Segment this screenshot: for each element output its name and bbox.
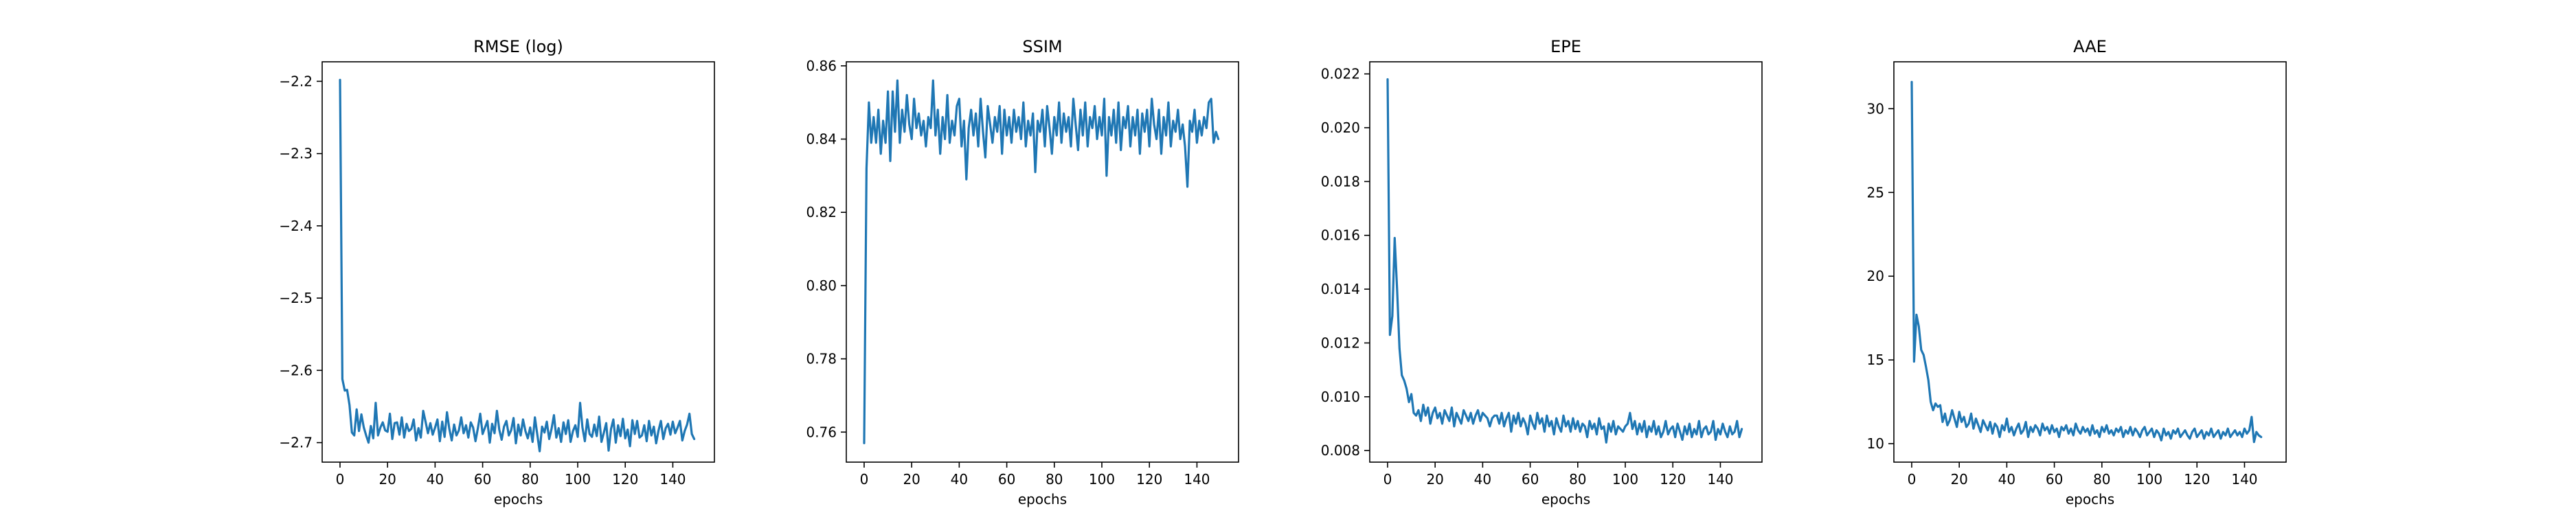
y-tick-label: 0.014: [1321, 281, 1360, 297]
x-tick-label: 100: [1612, 471, 1638, 488]
x-axis-label: epochs: [1018, 491, 1067, 507]
series-line: [1910, 80, 2263, 444]
y-tick-label: 10: [1867, 435, 1884, 452]
chart-rmse-log: RMSE (log) epochs 0 20 40 60 80 100 120 140 −2.2…: [279, 37, 715, 507]
y-tick-label: 20: [1867, 268, 1884, 284]
x-tick-label: 40: [951, 471, 968, 488]
x-tick-label: 40: [1998, 471, 2015, 488]
chart-title: EPE: [1550, 37, 1581, 56]
x-tick-label: 20: [1426, 471, 1443, 488]
series-line: [339, 78, 696, 453]
x-tick-label: 140: [2231, 471, 2257, 488]
x-tick-label: 140: [1184, 471, 1210, 488]
x-tick-label: 20: [1950, 471, 1967, 488]
y-tick-label: 0.84: [806, 131, 837, 148]
x-tick-label: 140: [659, 471, 686, 488]
y-tick-label: 30: [1867, 100, 1884, 117]
x-tick-label: 100: [1089, 471, 1115, 488]
y-tick-label: −2.3: [279, 146, 313, 162]
chart-ssim: SSIM epochs 0 20 40 60 80 100 120 140 0.76 0.78 0.…: [806, 37, 1239, 507]
x-tick-label: 120: [1136, 471, 1162, 488]
x-tick-label: 100: [2136, 471, 2162, 488]
y-tick-label: 0.82: [806, 204, 837, 220]
plot-frame: [1369, 61, 1763, 463]
y-tick-label: 0.012: [1321, 334, 1360, 351]
x-tick-label: 40: [427, 471, 444, 488]
y-tick-label: 0.022: [1321, 66, 1360, 82]
x-tick-label: 80: [521, 471, 539, 488]
y-tick-label: 0.76: [806, 424, 837, 440]
y-tick-label: 0.86: [806, 58, 837, 74]
x-tick-label: 40: [1474, 471, 1491, 488]
y-tick-label: 0.008: [1321, 442, 1360, 459]
y-tick-label: −2.6: [279, 362, 313, 378]
x-axis-label: epochs: [1541, 491, 1590, 507]
x-tick-label: 80: [1046, 471, 1063, 488]
x-tick-label: 140: [1707, 471, 1733, 488]
x-tick-label: 20: [379, 471, 396, 488]
y-tick-label: −2.5: [279, 290, 313, 306]
y-tick-label: 25: [1867, 184, 1884, 201]
y-tick-label: 0.018: [1321, 173, 1360, 190]
x-tick-label: 120: [612, 471, 638, 488]
chart-title: SSIM: [1022, 37, 1062, 56]
x-tick-label: 0: [1383, 471, 1392, 488]
x-tick-label: 120: [2184, 471, 2210, 488]
y-tick-label: 0.010: [1321, 389, 1360, 405]
chart-title: RMSE (log): [473, 37, 563, 56]
plot-frame: [321, 61, 715, 463]
series-line: [863, 79, 1220, 444]
chart-aae: AAE epochs 0 20 40 60 80 100 120 140 10 15 20 25 30: [1867, 37, 2287, 507]
x-axis-label: epochs: [494, 491, 543, 507]
chart-title: AAE: [2073, 37, 2107, 56]
y-tick-label: −2.4: [279, 218, 313, 234]
x-tick-label: 60: [474, 471, 491, 488]
y-tick-label: 0.78: [806, 351, 837, 367]
x-tick-label: 120: [1660, 471, 1686, 488]
y-tick-label: 15: [1867, 352, 1884, 368]
x-axis-label: epochs: [2066, 491, 2114, 507]
y-tick-label: 0.016: [1321, 227, 1360, 244]
y-tick-label: −2.7: [279, 435, 313, 451]
x-tick-label: 80: [1569, 471, 1586, 488]
x-tick-label: 60: [1522, 471, 1539, 488]
x-tick-label: 0: [1908, 471, 1917, 488]
x-tick-label: 0: [336, 471, 345, 488]
series-line: [1386, 78, 1743, 444]
y-tick-label: 0.80: [806, 277, 837, 294]
x-tick-label: 100: [565, 471, 591, 488]
x-tick-label: 60: [2046, 471, 2063, 488]
x-tick-label: 60: [998, 471, 1015, 488]
x-tick-label: 80: [2093, 471, 2110, 488]
chart-epe: EPE epochs 0 20 40 60 80 100 120 140 0.008 0.010 0…: [1321, 37, 1763, 507]
x-tick-label: 0: [860, 471, 869, 488]
y-tick-label: 0.020: [1321, 119, 1360, 136]
plot-frame: [1893, 61, 2287, 463]
y-tick-label: −2.2: [279, 73, 313, 89]
plot-frame: [846, 61, 1239, 463]
x-tick-label: 20: [903, 471, 920, 488]
